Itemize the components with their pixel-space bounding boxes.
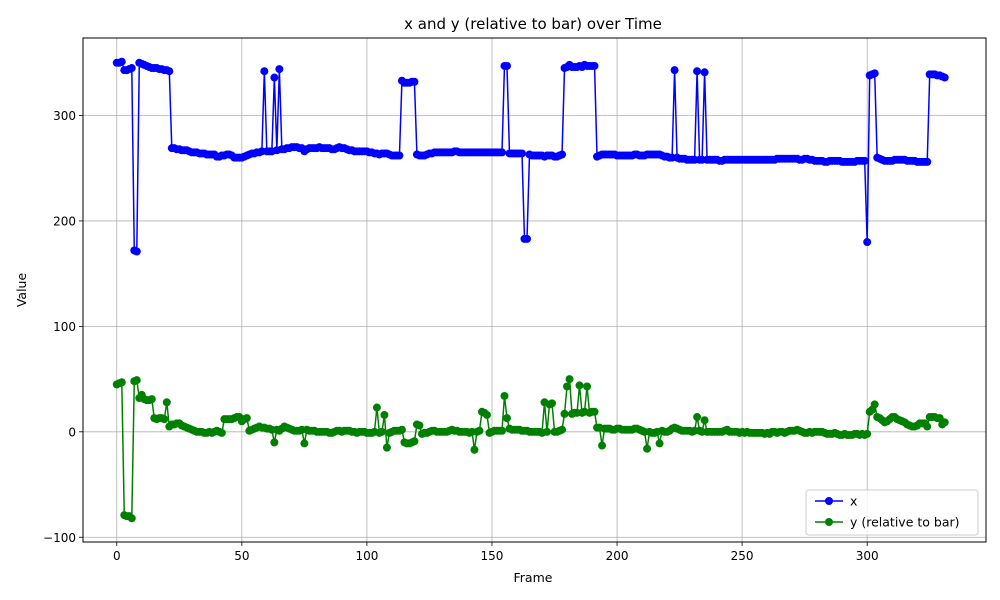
data-point (548, 399, 557, 408)
series-1 (112, 57, 949, 256)
data-point (410, 437, 419, 446)
data-point (377, 427, 386, 436)
data-point (563, 382, 572, 391)
data-point (117, 57, 126, 66)
data-point (127, 64, 136, 73)
data-point (923, 157, 932, 166)
data-point (160, 415, 169, 424)
legend-marker (825, 518, 833, 526)
y-tick-label: −100 (43, 531, 76, 545)
data-point (517, 149, 526, 158)
data-point (165, 67, 174, 76)
y-tick-label: 300 (53, 109, 76, 123)
x-tick-label: 50 (234, 549, 249, 563)
x-tick-label: 0 (113, 549, 121, 563)
data-point (583, 382, 592, 391)
data-point (575, 381, 584, 390)
data-point (700, 68, 709, 77)
data-point (500, 391, 509, 400)
data-point (523, 234, 531, 243)
data-point (410, 77, 419, 86)
plot-frame (82, 37, 987, 543)
legend-label: x (850, 494, 857, 509)
data-point (502, 61, 511, 70)
data-point (590, 61, 599, 70)
x-tick-label: 150 (481, 549, 504, 563)
legend-box (805, 489, 979, 536)
data-point (475, 426, 484, 435)
y-tick-label: 0 (68, 425, 76, 439)
x-axis-label: Frame (514, 570, 553, 585)
data-point (558, 425, 567, 434)
data-point (162, 398, 171, 407)
data-point (217, 428, 226, 437)
data-point (700, 416, 709, 425)
data-point (300, 439, 309, 448)
data-point (242, 414, 251, 423)
y-tick-label: 100 (53, 320, 76, 334)
data-point (940, 418, 949, 427)
data-point (382, 443, 391, 452)
data-point (870, 69, 879, 78)
data-point (940, 73, 949, 82)
x-tick-label: 200 (606, 549, 629, 563)
data-point (693, 413, 702, 422)
data-point (380, 410, 389, 419)
data-point (560, 409, 569, 418)
data-point (860, 156, 869, 165)
data-point (470, 445, 479, 454)
data-point (497, 148, 506, 157)
y-tick-label: 200 (53, 214, 76, 228)
data-point (270, 73, 279, 82)
legend-label: y (relative to bar) (850, 515, 960, 530)
data-point (590, 407, 599, 416)
data-point (923, 422, 932, 431)
x-tick-label: 100 (355, 549, 378, 563)
data-point (497, 426, 506, 435)
data-point (543, 427, 552, 436)
data-point (598, 441, 607, 450)
x-tick-label: 300 (856, 549, 879, 563)
data-point (502, 414, 511, 423)
data-point (270, 438, 279, 447)
data-point (482, 410, 491, 419)
data-point (147, 395, 156, 404)
data-point (415, 421, 424, 430)
data-point (870, 400, 879, 409)
data-point (372, 403, 381, 412)
data-point (260, 67, 269, 76)
data-point (132, 247, 141, 256)
data-point (565, 375, 574, 384)
data-point (117, 378, 126, 387)
data-point (127, 514, 136, 523)
data-point (643, 444, 652, 453)
axis-ticks: 0 50 100 150 200 250 300 −100 0 100 200 300 (43, 109, 879, 563)
data-point (863, 238, 872, 247)
y-axis-label: Value (14, 273, 29, 308)
data-point (670, 66, 679, 75)
data-point (397, 425, 406, 434)
data-point (395, 151, 404, 160)
data-point (558, 150, 567, 159)
chart-title: x and y (relative to bar) over Time (404, 15, 662, 33)
legend: x y (relative to bar) (805, 489, 979, 536)
plot-series (112, 57, 949, 523)
x-tick-label: 250 (731, 549, 754, 563)
series-2 (112, 375, 949, 523)
data-point (693, 67, 702, 76)
data-point (863, 429, 872, 438)
legend-marker (825, 497, 833, 505)
data-point (655, 439, 664, 448)
data-point (132, 376, 141, 385)
grid (83, 38, 986, 542)
data-point (275, 65, 284, 74)
